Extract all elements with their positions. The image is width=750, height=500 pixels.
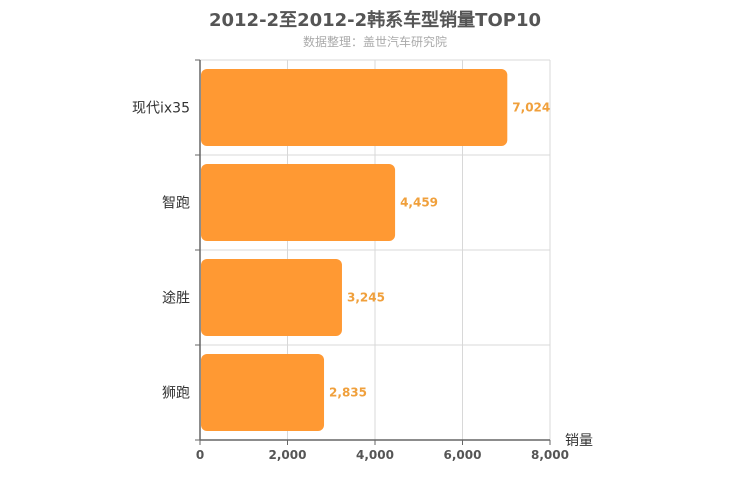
x-tick-label: 0 xyxy=(196,448,204,462)
chart-title: 2012-2至2012-2韩系车型销量TOP10 xyxy=(208,10,541,31)
bar xyxy=(201,164,396,241)
x-tick-label: 6,000 xyxy=(444,448,482,462)
y-tick-label: 智跑 xyxy=(162,196,190,212)
x-tick-label: 4,000 xyxy=(356,448,394,462)
x-tick-label: 8,000 xyxy=(531,448,569,462)
y-tick-label: 途胜 xyxy=(162,290,190,307)
data-label: 7,024 xyxy=(512,101,550,115)
bar xyxy=(201,354,325,431)
data-label: 2,835 xyxy=(329,386,367,400)
bar xyxy=(201,259,342,336)
bar xyxy=(201,69,508,146)
data-label: 4,459 xyxy=(400,196,438,210)
x-axis-label: 销量 xyxy=(565,433,593,449)
data-label: 3,245 xyxy=(347,291,385,305)
y-tick-label: 狮跑 xyxy=(162,386,190,402)
x-tick-label: 2,000 xyxy=(269,448,307,462)
y-tick-label: 现代ix35 xyxy=(132,101,190,117)
chart-subtitle: 数据整理：盖世汽车研究院 xyxy=(302,35,447,49)
